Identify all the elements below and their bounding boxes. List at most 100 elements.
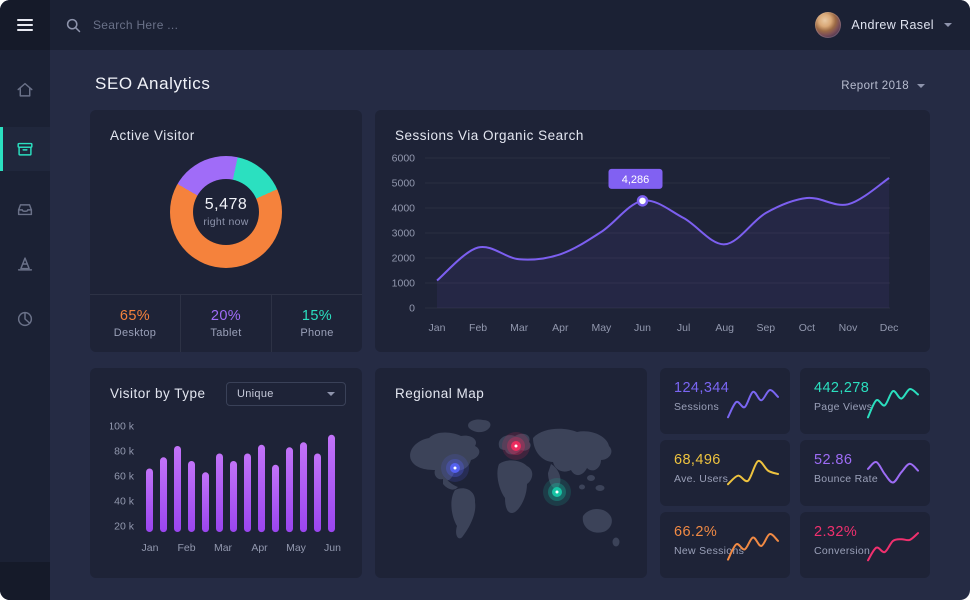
visitor-bar[interactable] [174,446,181,532]
kpi-value: 2.32% [814,524,858,540]
device-stat-value: 15% [301,308,333,324]
visitor-bar[interactable] [160,457,167,533]
y-axis-tick: 40 k [114,496,135,508]
x-axis-tick: May [286,542,307,554]
kpi-label: New Sessions [674,545,745,557]
kpi-sparkline [727,389,779,419]
x-axis-tick: Nov [839,322,858,334]
search-input[interactable] [91,17,315,33]
user-name: Andrew Rasel [851,18,934,32]
visitor-bar[interactable] [216,453,223,533]
kpi-card-bounce-rate[interactable]: 52.86 Bounce Rate [800,440,930,506]
donut-center-label: right now [203,216,249,228]
kpi-sparkline [867,461,919,484]
x-axis-tick: Mar [214,542,233,554]
device-stat-value: 20% [210,308,242,324]
x-axis-tick: Feb [469,322,487,334]
kpi-stats-grid: 124,344 Sessions 442,278 Page Views 68,496 Av… [660,368,930,578]
data-point-marker[interactable] [636,195,649,207]
search-box[interactable] [66,0,315,50]
report-filter[interactable]: Report 2018 [841,80,925,92]
visitor-type-select-value: Unique [237,388,274,400]
sessions-line [436,177,890,282]
sessions-card: Sessions Via Organic Search 6000 5000 4000… [375,110,930,352]
kpi-card-conversion[interactable]: 2.32% Conversion [800,512,930,578]
sessions-title: Sessions Via Organic Search [395,128,584,143]
x-axis-tick: Jan [429,322,446,334]
user-menu[interactable]: Andrew Rasel [815,0,952,50]
x-axis-tick: Jun [634,322,651,334]
menu-button[interactable] [0,0,50,50]
device-stat-tablet: 20% Tablet [180,295,271,352]
donut-center: 5,478 right now [193,179,259,245]
kpi-value: 52.86 [814,452,853,468]
map-marker-north-america[interactable] [441,454,469,482]
device-stat-value: 65% [119,308,151,324]
chevron-down-icon [327,392,335,396]
visitor-bar[interactable] [244,453,251,533]
visitor-type-select[interactable]: Unique [226,382,346,406]
kpi-value: 68,496 [674,452,721,468]
sessions-line-chart: 6000 5000 4000 3000 2000 1000 0 Jan Feb Mar Apr May… [392,153,899,335]
y-axis-tick: 5000 [392,178,416,190]
active-visitor-title: Active Visitor [110,128,195,143]
y-axis-tick: 80 k [114,446,135,458]
kpi-card-sessions[interactable]: 124,344 Sessions [660,368,790,434]
kpi-sparkline [867,388,919,419]
device-breakdown: 65% Desktop 20% Tablet 15% Phone [90,294,362,352]
visitor-bar[interactable] [188,461,195,532]
y-axis-tick: 6000 [392,153,416,165]
x-axis-tick: Mar [510,322,529,334]
kpi-label: Ave. Users [674,473,729,485]
visitor-bar[interactable] [314,453,321,533]
chevron-down-icon [917,84,925,88]
sidebar-item-milestones[interactable] [0,246,50,281]
home-icon [17,82,33,97]
active-visitor-donut-chart: 5,478 right now [170,156,282,268]
kpi-value: 124,344 [674,380,730,396]
pie-chart-icon [17,311,33,326]
kpi-value: 442,278 [814,380,870,396]
kpi-value: 66.2% [674,524,718,540]
kpi-label: Page Views [814,401,873,413]
x-axis-tick: Jan [142,542,159,554]
kpi-card-page-views[interactable]: 442,278 Page Views [800,368,930,434]
visitor-bar[interactable] [258,444,265,533]
hamburger-icon [17,16,33,34]
sidebar-item-home[interactable] [0,72,50,107]
x-axis-tick: Apr [552,322,569,334]
visitor-bar[interactable] [272,464,279,533]
y-axis-tick: 3000 [392,228,416,240]
donut-center-value: 5,478 [204,196,248,213]
map-marker-europe[interactable] [502,432,530,460]
visitor-bar[interactable] [300,442,307,533]
sidebar-item-dashboard[interactable] [0,127,50,171]
visitor-bar[interactable] [230,461,237,532]
chevron-down-icon [944,23,952,27]
visitor-by-type-title: Visitor by Type [110,386,206,401]
x-axis-tick: May [591,322,612,334]
y-axis-tick: 60 k [114,471,135,483]
sidebar-item-inbox[interactable] [0,191,50,226]
x-axis-tick: Jun [324,542,341,554]
visitor-bar[interactable] [146,468,153,533]
sidebar-item-reports[interactable] [0,301,50,336]
device-stat-desktop: 65% Desktop [90,295,180,352]
map-marker-south-asia[interactable] [543,478,571,506]
kpi-card-new-sessions[interactable]: 66.2% New Sessions [660,512,790,578]
device-stat-label: Desktop [113,327,157,339]
device-stat-phone: 15% Phone [271,295,362,352]
world-map-landmass [410,419,620,547]
avatar [815,12,842,38]
sidebar-footer-block [0,562,50,600]
kpi-card-ave-users[interactable]: 68,496 Ave. Users [660,440,790,506]
visitor-bar[interactable] [286,447,293,533]
archive-icon [17,142,33,156]
visitor-bar[interactable] [328,434,335,533]
x-axis-tick: Dec [880,322,899,334]
regional-map-title: Regional Map [395,386,485,401]
kpi-label: Conversion [814,545,871,557]
active-visitor-card: Active Visitor 5,478 right now 65% Deskto… [90,110,362,352]
visitor-bar[interactable] [202,472,209,533]
